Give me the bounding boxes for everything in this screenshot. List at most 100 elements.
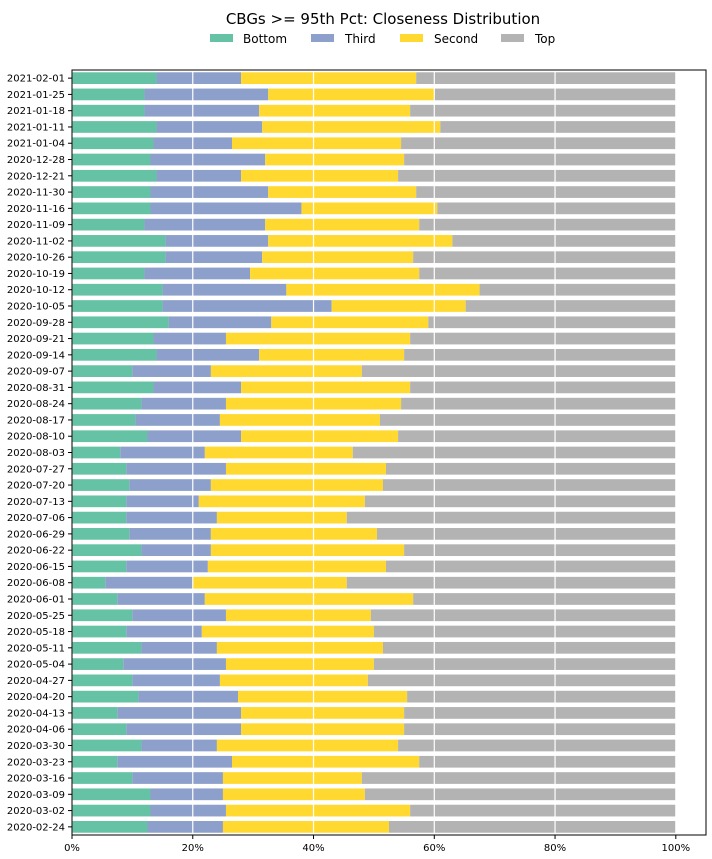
bar-bottom-2020-11-30 xyxy=(72,186,151,198)
y-tick-label: 2020-11-09 xyxy=(7,220,65,231)
bar-second-2020-06-22 xyxy=(210,544,405,557)
bar-second-2020-07-27 xyxy=(225,462,386,475)
bar-top-2020-02-24 xyxy=(389,821,676,833)
bar-second-2020-09-21 xyxy=(225,332,411,345)
bar-top-2020-10-05 xyxy=(465,300,676,312)
chart-title: CBGs >= 95th Pct: Closeness Distribution xyxy=(226,10,540,28)
bar-top-2020-05-18 xyxy=(373,625,676,638)
y-tick-label: 2020-04-20 xyxy=(7,692,65,703)
bar-second-2020-08-31 xyxy=(241,381,411,394)
y-tick-label: 2020-06-08 xyxy=(7,578,65,589)
bar-third-2020-11-02 xyxy=(165,235,269,247)
bar-top-2020-04-20 xyxy=(407,690,676,703)
bar-bottom-2020-09-28 xyxy=(72,316,169,329)
bar-bottom-2020-10-26 xyxy=(72,251,166,264)
bar-bottom-2020-05-04 xyxy=(72,658,124,670)
bar-bottom-2020-06-01 xyxy=(72,593,118,605)
bar-bottom-2020-07-13 xyxy=(72,495,127,508)
bar-third-2020-09-14 xyxy=(156,348,260,361)
bar-third-2020-06-29 xyxy=(129,528,211,540)
bar-second-2020-05-04 xyxy=(225,658,374,670)
bar-bottom-2020-09-14 xyxy=(72,348,157,361)
bar-bottom-2020-03-30 xyxy=(72,739,142,752)
bar-bottom-2020-06-08 xyxy=(72,576,106,589)
bar-top-2021-01-11 xyxy=(440,121,676,133)
bar-second-2020-12-21 xyxy=(241,169,399,182)
bar-second-2020-08-17 xyxy=(219,414,380,426)
x-tick-label: 60% xyxy=(423,843,445,854)
bar-second-2020-04-27 xyxy=(219,674,368,687)
y-tick-label: 2020-08-24 xyxy=(7,399,65,410)
bar-top-2020-03-02 xyxy=(410,804,676,817)
bar-bottom-2020-10-19 xyxy=(72,267,145,280)
bar-top-2020-10-26 xyxy=(413,251,676,264)
bar-third-2020-04-06 xyxy=(126,723,242,736)
legend-swatch-second xyxy=(400,34,423,42)
bar-third-2021-02-01 xyxy=(156,72,242,84)
bar-third-2020-03-16 xyxy=(132,772,223,784)
bar-third-2020-05-04 xyxy=(123,658,226,670)
bar-second-2020-04-06 xyxy=(241,723,405,736)
bar-bottom-2021-01-18 xyxy=(72,104,145,117)
bar-second-2020-04-13 xyxy=(241,707,405,719)
bar-top-2020-08-10 xyxy=(398,430,676,443)
bar-bottom-2020-04-13 xyxy=(72,707,118,719)
bar-second-2020-04-20 xyxy=(238,690,408,703)
y-tick-label: 2020-04-06 xyxy=(7,725,65,736)
bar-second-2020-09-07 xyxy=(210,365,362,377)
legend-swatch-third xyxy=(311,34,334,42)
bar-bottom-2020-10-05 xyxy=(72,300,163,312)
bar-second-2020-11-30 xyxy=(268,186,417,198)
bar-bottom-2020-05-18 xyxy=(72,625,127,638)
bar-top-2020-09-21 xyxy=(410,332,676,345)
bar-top-2020-04-13 xyxy=(404,707,676,719)
bar-second-2020-11-16 xyxy=(301,202,438,215)
bar-top-2020-08-17 xyxy=(379,414,676,426)
bar-second-2020-07-06 xyxy=(216,511,347,524)
bar-top-2020-07-20 xyxy=(382,479,676,491)
bar-second-2020-08-10 xyxy=(241,430,399,443)
bar-top-2020-06-22 xyxy=(404,544,676,557)
y-tick-label: 2021-01-04 xyxy=(7,139,65,150)
bar-third-2020-09-28 xyxy=(168,316,272,329)
bar-bottom-2020-06-29 xyxy=(72,528,130,540)
bar-second-2020-09-14 xyxy=(259,348,405,361)
bar-third-2020-12-21 xyxy=(156,169,242,182)
legend-label-bottom: Bottom xyxy=(243,32,287,46)
bar-bottom-2020-08-10 xyxy=(72,430,148,443)
bar-second-2021-01-11 xyxy=(262,121,441,133)
legend-swatch-top xyxy=(501,34,524,42)
y-tick-label: 2020-03-23 xyxy=(7,757,65,768)
y-axis: 2021-02-01 2021-01-25 2021-01-18 2021-01-11… xyxy=(7,74,72,833)
bar-bottom-2020-06-22 xyxy=(72,544,142,557)
bar-second-2020-08-03 xyxy=(204,446,353,459)
bar-bottom-2020-09-07 xyxy=(72,365,133,377)
bar-bottom-2020-11-09 xyxy=(72,218,145,231)
bar-third-2020-07-27 xyxy=(126,462,226,475)
bar-third-2020-03-09 xyxy=(150,788,223,801)
bar-third-2020-12-28 xyxy=(150,153,266,166)
bar-third-2020-10-19 xyxy=(144,267,251,280)
y-tick-label: 2020-12-21 xyxy=(7,171,65,182)
bar-bottom-2020-08-24 xyxy=(72,397,142,410)
bar-top-2020-05-04 xyxy=(373,658,676,670)
y-tick-label: 2020-04-13 xyxy=(7,708,65,719)
y-tick-label: 2020-02-24 xyxy=(7,822,65,833)
bar-bottom-2020-05-25 xyxy=(72,609,133,622)
bar-third-2020-06-22 xyxy=(141,544,211,557)
y-tick-label: 2020-05-11 xyxy=(7,643,65,654)
bar-bottom-2020-11-16 xyxy=(72,202,151,215)
bar-top-2020-03-09 xyxy=(364,788,676,801)
bar-second-2020-10-05 xyxy=(331,300,466,312)
bar-top-2021-01-04 xyxy=(401,137,676,150)
bar-third-2020-10-05 xyxy=(162,300,332,312)
y-tick-label: 2020-03-30 xyxy=(7,741,65,752)
x-tick-label: 80% xyxy=(544,843,566,854)
bar-third-2020-11-09 xyxy=(144,218,266,231)
bars xyxy=(72,72,676,833)
bar-third-2020-03-23 xyxy=(117,755,233,768)
y-tick-label: 2020-05-25 xyxy=(7,611,65,622)
legend-swatch-bottom xyxy=(210,34,233,42)
bar-third-2020-08-24 xyxy=(141,397,226,410)
bar-second-2020-05-25 xyxy=(225,609,371,622)
